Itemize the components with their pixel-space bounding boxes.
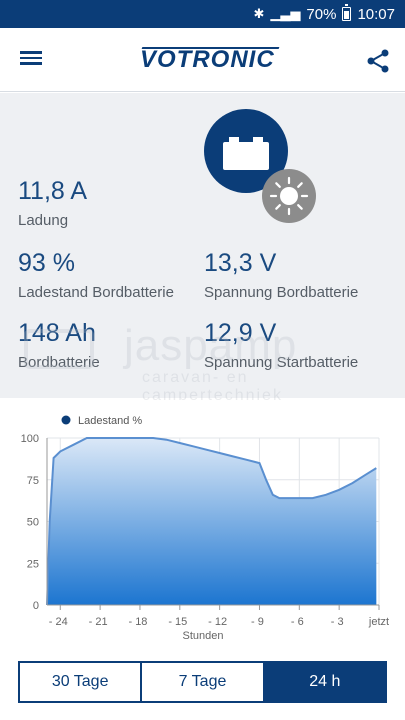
x-tick-label: - 6 [291,616,304,628]
metric-house-voltage: 13,3 V Spannung Bordbatterie [204,249,358,301]
metric-charge-current: 11,8 A Ladung [18,177,87,229]
metric-house-capacity: 148 Ah Bordbatterie [18,319,100,371]
x-tick-label: - 12 [208,616,227,628]
x-axis-label: Stunden [183,630,224,642]
tab-30-days[interactable]: 30 Tage [20,663,143,701]
status-bar: ✱ ▁▃▅ 70% 10:07 [0,0,405,28]
series-line [46,437,377,606]
series-area [47,438,377,605]
x-tick-label: - 9 [251,616,264,628]
time-range-tabs: 30 Tage 7 Tage 24 h [18,661,387,703]
metric-value: 148 Ah [18,319,96,347]
app-bar: VOTRONIC [0,28,405,92]
battery-percent: 70% [306,5,337,23]
metric-house-soc: 93 % Ladestand Bordbatterie [18,249,174,301]
metric-value: 11,8 A [18,177,88,205]
info-panel: 11,8 A Ladung 93 % Ladestand Bordbatteri… [0,93,405,404]
y-tick-label: 0 [33,600,39,612]
metric-value: 13,3 V [204,249,277,277]
solar-status-indicator [262,169,316,223]
battery-icon [223,137,269,170]
metric-value: 93 % [18,249,75,277]
app-logo: VOTRONIC [140,46,275,73]
y-tick-label: 25 [27,558,39,570]
y-tick-label: 100 [21,433,39,445]
legend-marker [61,415,71,425]
metric-label: Ladestand Bordbatterie [18,284,174,301]
soc-chart: 0 25 50 75 100 - 24 - 21 - 18 - 15 - 12 - 9 - 6 - 3 j… [0,400,405,650]
chart-svg: 0 25 50 75 100 - 24 - 21 - 18 - 15 - 12 - 9 - 6 - 3 j… [21,415,389,642]
status-time: 10:07 [357,5,395,23]
bluetooth-icon: ✱ [253,6,265,22]
metric-label: Spannung Startbatterie [204,354,359,371]
metric-starter-voltage: 12,9 V Spannung Startbatterie [204,319,358,371]
tab-7-days[interactable]: 7 Tage [142,663,265,701]
metric-label: Spannung Bordbatterie [204,284,359,301]
menu-icon[interactable] [18,48,46,72]
share-icon[interactable] [365,48,391,74]
x-tick-label: - 21 [89,616,108,628]
metric-label: Ladung [18,212,69,229]
metric-label: Bordbatterie [18,354,100,371]
x-tick-label: - 15 [168,616,187,628]
x-tick-label: - 18 [128,616,147,628]
y-tick-label: 50 [27,517,39,529]
battery-icon [342,4,352,21]
signal-icon: ▁▃▅ [270,6,301,22]
x-tick-label: - 24 [49,616,68,628]
x-tick-label: - 3 [331,616,344,628]
legend-entry: Ladestand % [78,415,142,427]
metric-value: 12,9 V [204,319,277,347]
sun-icon [269,176,309,216]
tab-24-hours[interactable]: 24 h [264,663,385,701]
x-tick-label: jetzt [368,616,389,628]
y-tick-label: 75 [27,475,39,487]
